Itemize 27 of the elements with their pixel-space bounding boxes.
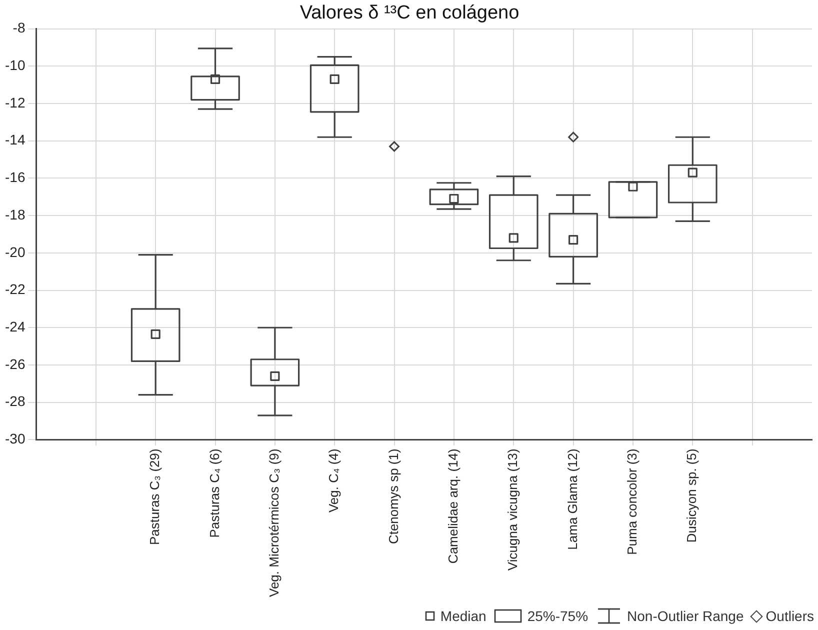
y-tick-label: -14 [5,132,26,148]
y-tick-label: -30 [5,430,26,447]
x-tick-label: Puma concolor (3) [624,448,640,555]
x-tick-label: Lama Glama (12) [564,448,580,550]
x-tick-label: Vicugna vicugna (13) [505,448,520,571]
y-tick-label: -16 [5,169,26,186]
text: Non-Outlier Range [627,608,744,624]
y-tick-label: -12 [5,94,26,110]
legend-label: Outliers [766,608,814,624]
x-tick-label: Ctenomys sp (1) [386,448,401,544]
y-tick-label: -20 [5,244,26,260]
x-tick-label: Veg. C₄ (4) [326,448,342,513]
y-tick-label: -22 [5,281,26,298]
x-tick-label: Dusicyon sp. (5) [684,448,700,543]
y-tick-label: -18 [5,206,26,222]
y-tick-label: -28 [5,393,26,410]
y-tick-label: -24 [5,318,26,334]
x-tick-label: Veg. Microtérmicos C₃ (9) [266,448,282,597]
x-tick-label: Camelidae arq. (14) [446,448,461,564]
y-tick-label: -26 [5,356,26,372]
x-tick-label: Pasturas C₄ (6) [206,448,222,538]
text: 25%-75% [527,608,588,624]
x-tick-label: Pasturas C₃ (29) [147,448,162,545]
text: Median [440,608,486,624]
chart-title: Valores δ ¹³C en colágeno [300,2,520,24]
y-tick-label: -10 [5,57,26,74]
y-tick-label: -8 [12,20,26,36]
